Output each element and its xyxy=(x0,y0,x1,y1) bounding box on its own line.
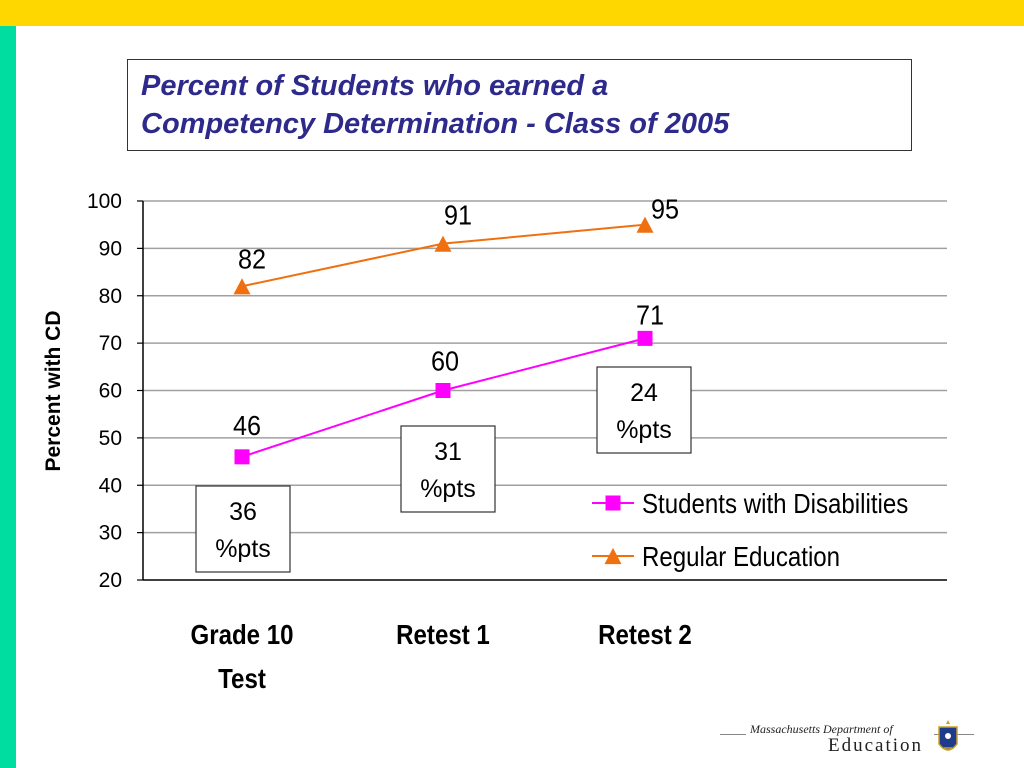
y-tick-label-20: 20 xyxy=(99,569,122,592)
legend-marker-2 xyxy=(604,547,622,565)
gap-annotation-text-3-1: 24 xyxy=(630,379,658,407)
footer-logo: Massachusetts Department of Education xyxy=(720,718,1000,762)
x-tick-label-1-line-2: Test xyxy=(218,662,266,694)
data-label-series-2-1: 82 xyxy=(238,243,266,275)
gap-annotation-box-3 xyxy=(596,366,692,454)
chart-title-line-2: Competency Determination - Class of 2005 xyxy=(141,108,730,140)
logo-education-text: Education xyxy=(828,735,924,756)
series-2-marker-3 xyxy=(636,216,654,233)
series-line-2 xyxy=(241,223,646,288)
y-tick-label-70: 70 xyxy=(99,332,122,355)
data-label-series-1-3: 71 xyxy=(636,299,664,331)
gap-annotation-text-1-2: %pts xyxy=(215,535,271,563)
legend-marker-1 xyxy=(605,495,621,511)
logo-rule-left xyxy=(720,734,746,735)
x-tick-label-2-line-1: Retest 1 xyxy=(396,618,490,650)
series-1-marker-1 xyxy=(234,449,250,465)
data-label-series-1-1: 46 xyxy=(233,410,261,442)
y-tick-label-80: 80 xyxy=(99,285,122,308)
y-tick-label-100: 100 xyxy=(87,190,122,213)
data-label-series-1-2: 60 xyxy=(431,345,459,377)
y-tick-label-40: 40 xyxy=(99,474,122,497)
y-tick-label-90: 90 xyxy=(99,237,122,260)
legend-label-1: Students with Disabilities xyxy=(642,487,908,519)
series-2-marker-1 xyxy=(233,278,251,295)
y-tick-label-60: 60 xyxy=(99,380,122,403)
title-box: Percent of Students who earned a Compete… xyxy=(127,59,912,151)
x-tick-label-3-line-1: Retest 2 xyxy=(598,618,692,650)
data-label-series-2-3: 95 xyxy=(651,193,679,225)
series-1-marker-2 xyxy=(435,383,451,398)
logo-department-text: Massachusetts Department of xyxy=(750,722,893,736)
side-accent-bar xyxy=(0,26,16,768)
legend-label-2: Regular Education xyxy=(642,540,840,572)
massachusetts-seal-icon xyxy=(938,720,958,751)
gap-annotation-text-1-1: 36 xyxy=(229,498,257,526)
y-axis-label: Percent with CD xyxy=(42,310,65,471)
y-tick-label-50: 50 xyxy=(99,427,122,450)
gap-annotation-box-1 xyxy=(195,485,291,573)
gap-annotation-text-2-1: 31 xyxy=(434,438,462,466)
x-tick-label-1-line-1: Grade 10 xyxy=(190,618,293,650)
series-1-marker-3 xyxy=(637,330,653,346)
y-tick-label-30: 30 xyxy=(99,522,122,545)
gap-annotation-box-2 xyxy=(400,425,496,513)
gap-annotation-text-2-2: %pts xyxy=(420,475,476,503)
top-accent-bar xyxy=(0,0,1024,26)
data-label-series-2-2: 91 xyxy=(444,199,472,231)
gap-annotation-text-3-2: %pts xyxy=(616,416,672,444)
chart-title-line-1: Percent of Students who earned a xyxy=(141,70,609,102)
series-2-marker-2 xyxy=(434,235,452,252)
